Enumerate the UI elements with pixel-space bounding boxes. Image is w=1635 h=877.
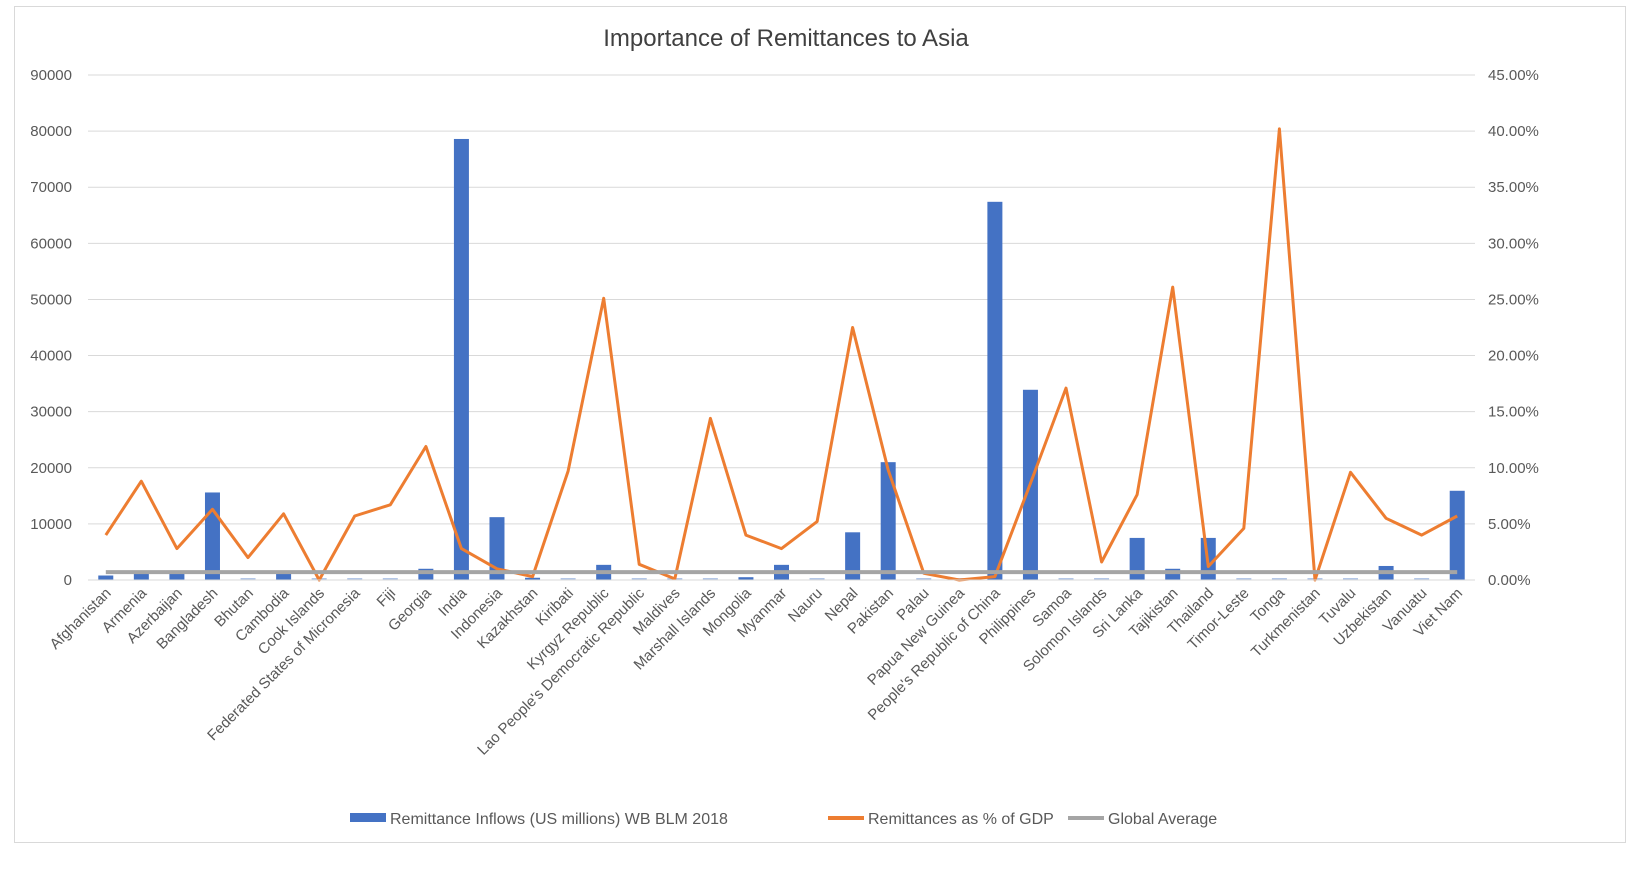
y-left-tick-label: 10000 (30, 516, 72, 533)
legend-label: Global Average (1108, 811, 1217, 828)
bar (560, 578, 576, 580)
y-right-tick-label: 45.00% (1488, 67, 1539, 84)
bar (1271, 578, 1287, 580)
legend-swatch (350, 813, 386, 822)
bar (1094, 578, 1110, 580)
bar-series (98, 138, 1465, 581)
bar (347, 578, 363, 580)
axes: 0 10000 20000 30000 40000 50000 60000 70000 8000… (30, 67, 1539, 759)
y-right-tick-label: 0.00% (1488, 572, 1531, 589)
y-left-tick-label: 90000 (30, 67, 72, 84)
bar (1165, 568, 1181, 580)
bar (133, 571, 149, 580)
y-left-tick-label: 70000 (30, 179, 72, 196)
y-right-tick-label: 10.00% (1488, 460, 1539, 477)
y-right-tick-label: 40.00% (1488, 123, 1539, 140)
gridlines (88, 74, 1475, 525)
chart-title: Importance of Remittances to Asia (603, 25, 969, 52)
bar (987, 201, 1003, 581)
bar (631, 578, 647, 580)
y-right-tick-label: 30.00% (1488, 235, 1539, 252)
bar (169, 572, 185, 580)
x-category-label: Fiji (374, 585, 400, 611)
bar (1414, 578, 1430, 580)
y-right-tick-label: 5.00% (1488, 516, 1531, 533)
bar (204, 492, 220, 580)
bar (702, 578, 718, 580)
legend-label: Remittance Inflows (US millions) WB BLM … (390, 811, 728, 828)
bar (276, 571, 292, 580)
bar (1236, 578, 1252, 580)
y-left-tick-label: 20000 (30, 460, 72, 477)
bar (1129, 537, 1145, 580)
bar (240, 578, 256, 580)
legend: Remittance Inflows (US millions) WB BLM … (350, 811, 1217, 828)
bar (418, 568, 434, 580)
bar (98, 575, 114, 580)
chart-frame (14, 6, 1626, 843)
y-left-tick-label: 60000 (30, 235, 72, 252)
y-left-tick-label: 0 (64, 572, 72, 589)
bar (525, 577, 541, 580)
y-left-tick-label: 50000 (30, 291, 72, 308)
bar (916, 578, 932, 580)
y-left-tick-label: 30000 (30, 404, 72, 421)
line-series (104, 127, 1458, 582)
bar (382, 578, 398, 580)
y-right-tick-label: 20.00% (1488, 348, 1539, 365)
legend-label: Remittances as % of GDP (868, 811, 1054, 828)
x-category-label: Nauru (785, 585, 826, 626)
bar (809, 578, 825, 580)
bar (1058, 578, 1074, 580)
remittance-gdp-line (104, 127, 1458, 582)
bar (489, 517, 505, 580)
y-left-tick-label: 80000 (30, 123, 72, 140)
bar (845, 532, 861, 580)
bar (738, 577, 754, 580)
y-left-tick-label: 40000 (30, 348, 72, 365)
bar (1449, 490, 1465, 580)
y-right-tick-label: 25.00% (1488, 291, 1539, 308)
y-right-tick-label: 15.00% (1488, 404, 1539, 421)
bar (453, 138, 469, 580)
bar (1343, 578, 1359, 580)
y-right-tick-label: 35.00% (1488, 179, 1539, 196)
bar (880, 462, 896, 580)
